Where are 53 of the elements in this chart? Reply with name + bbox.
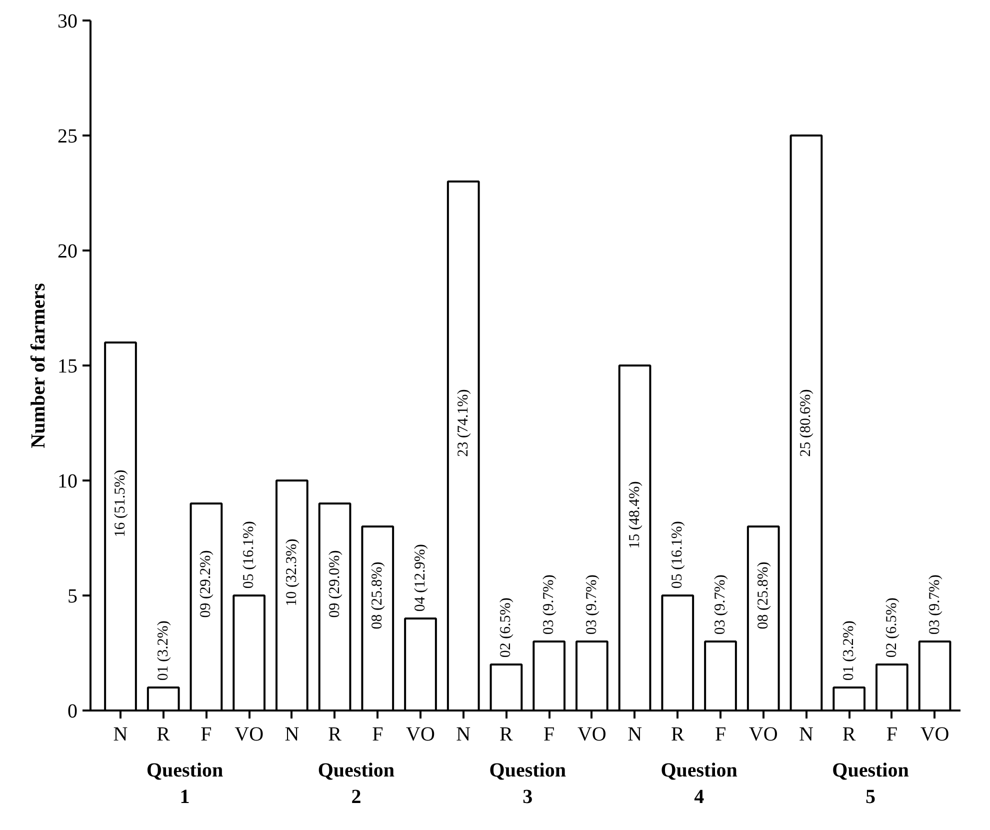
x-tick-label: F: [544, 724, 555, 746]
y-axis-title: Number of farmers: [28, 282, 50, 448]
y-tick-label: 5: [68, 586, 78, 608]
data-label: 16 (51.5%): [112, 470, 128, 538]
data-label: 03 (9.7%): [926, 574, 943, 635]
x-tick-label: F: [886, 724, 898, 746]
x-tick-label: VO: [577, 724, 606, 746]
data-label: 08 (25.8%): [370, 562, 386, 630]
data-label: 03 (9.7%): [712, 574, 728, 635]
data-label: 23 (74.1%): [455, 389, 472, 457]
x-tick-label: F: [200, 724, 212, 746]
data-label: 09 (29.2%): [198, 550, 214, 618]
data-label: 01 (3.2%): [841, 620, 858, 681]
data-label: 05 (16.1%): [241, 521, 258, 589]
text: Question 4: [660, 760, 738, 808]
data-label: 08 (25.8%): [755, 562, 772, 630]
x-tick-label: R: [156, 724, 171, 746]
x-tick-label: R: [670, 724, 685, 746]
y-tick-label: 20: [58, 240, 78, 262]
text: Question 5: [832, 760, 909, 808]
data-label: 15 (48.4%): [626, 481, 643, 549]
text: Question 2: [318, 760, 395, 808]
data-label: 04 (12.9%): [412, 544, 428, 612]
data-label: 05 (16.1%): [670, 521, 686, 589]
data-label: 03 (9.7%): [541, 574, 558, 635]
x-tick-label: N: [628, 724, 642, 746]
x-tick-label: VO: [234, 724, 264, 746]
x-tick-label: R: [500, 724, 514, 746]
x-tick-label: N: [456, 724, 471, 746]
data-label: 03 (9.7%): [584, 574, 600, 635]
x-tick-label: R: [842, 724, 856, 746]
text: Question 3: [489, 760, 566, 808]
y-tick-label: 0: [68, 700, 78, 722]
x-tick-label: F: [372, 724, 384, 746]
text: Question 1: [146, 760, 224, 808]
x-tick-label: N: [284, 724, 300, 746]
data-label: 02 (6.5%): [498, 598, 514, 658]
y-tick-label: 15: [58, 356, 78, 378]
data-label: 25 (80.6%): [798, 389, 814, 457]
x-tick-label: VO: [406, 724, 435, 746]
x-tick-label: VO: [920, 724, 950, 746]
data-label: 10 (32.3%): [284, 538, 300, 606]
y-tick-label: 25: [58, 126, 78, 148]
x-tick-label: N: [113, 724, 128, 746]
x-tick-label: F: [714, 724, 726, 746]
y-tick-label: 30: [58, 10, 78, 32]
x-tick-label: VO: [748, 724, 778, 746]
x-tick-label: N: [798, 724, 814, 746]
x-tick-label: R: [328, 724, 342, 746]
data-label: 01 (3.2%): [155, 620, 172, 681]
data-label: 02 (6.5%): [884, 598, 900, 658]
y-tick-label: 10: [58, 470, 78, 492]
data-label: 09 (29.0%): [326, 550, 343, 618]
